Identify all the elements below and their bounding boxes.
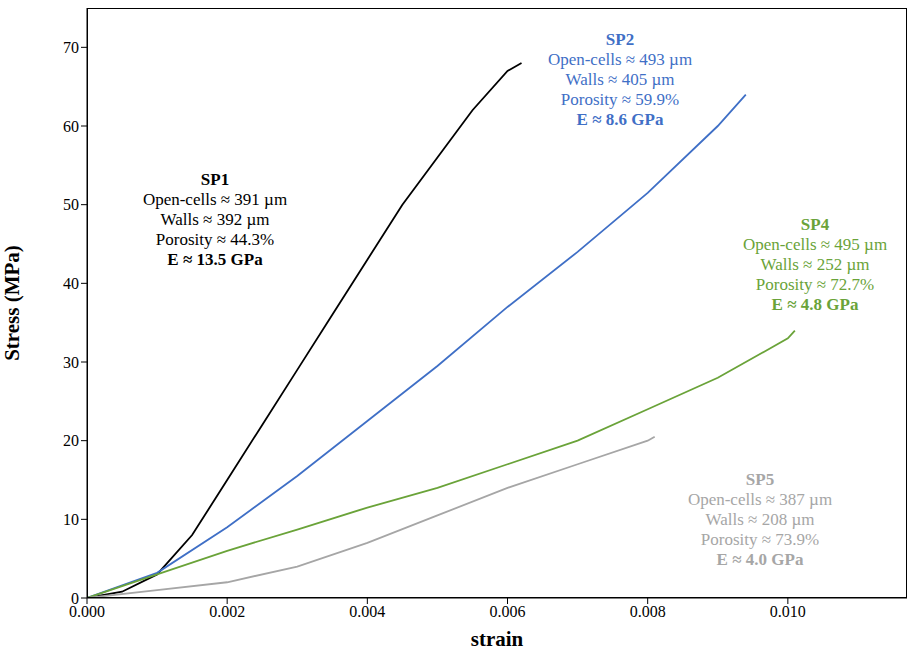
svg-text:30: 30 [63,354,79,371]
svg-text:strain: strain [471,627,524,651]
html-text:SP2: SP2 [605,30,635,49]
svg-text:0.006: 0.006 [490,603,526,620]
svg-text:0.002: 0.002 [209,603,245,620]
svg-text:40: 40 [63,275,79,292]
html-text:Walls ≈ 252 µm: Walls ≈ 252 µm [760,255,870,274]
html-text:Walls ≈ 405 µm: Walls ≈ 405 µm [565,70,675,89]
html-text:E ≈ 4.0 GPa: E ≈ 4.0 GPa [716,550,804,569]
html-text:E ≈ 13.5 GPa: E ≈ 13.5 GPa [167,250,263,269]
svg-text:20: 20 [63,432,79,449]
html-text:Open-cells ≈ 493 µm: Open-cells ≈ 493 µm [547,50,693,69]
svg-text:0: 0 [71,590,79,607]
html-text:E ≈ 8.6 GPa: E ≈ 8.6 GPa [576,110,664,129]
svg-text:0.010: 0.010 [770,603,806,620]
html-text:Walls ≈ 392 µm: Walls ≈ 392 µm [160,210,270,229]
html-text:Walls ≈ 208 µm: Walls ≈ 208 µm [705,510,815,529]
html-text:Open-cells ≈ 391 µm: Open-cells ≈ 391 µm [142,190,288,209]
svg-text:60: 60 [63,118,79,135]
html-text:Porosity ≈ 73.9%: Porosity ≈ 73.9% [700,530,820,549]
html-text:Porosity ≈ 72.7%: Porosity ≈ 72.7% [755,275,875,294]
html-text:SP4: SP4 [800,215,830,234]
html-text:Porosity ≈ 44.3%: Porosity ≈ 44.3% [155,230,275,249]
html-text:SP5: SP5 [745,470,775,489]
html-text:Open-cells ≈ 495 µm: Open-cells ≈ 495 µm [742,235,888,254]
svg-text:10: 10 [63,511,79,528]
svg-text:0.000: 0.000 [69,603,105,621]
svg-text:70: 70 [63,39,79,56]
svg-text:50: 50 [63,196,79,213]
html-text:Open-cells ≈ 387 µm: Open-cells ≈ 387 µm [687,490,833,509]
html-text:SP1: SP1 [200,170,230,189]
html-text:E ≈ 4.8 GPa: E ≈ 4.8 GPa [771,295,859,314]
svg-text:Stress (MPa): Stress (MPa) [0,245,24,361]
svg-text:0.004: 0.004 [349,603,385,620]
svg-text:0.008: 0.008 [630,603,666,620]
html-text:Porosity ≈ 59.9%: Porosity ≈ 59.9% [560,90,680,109]
